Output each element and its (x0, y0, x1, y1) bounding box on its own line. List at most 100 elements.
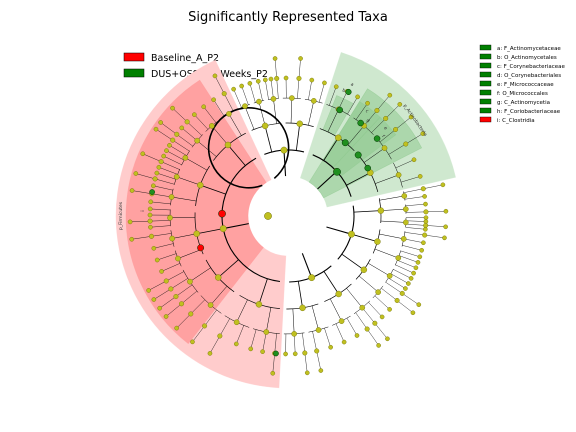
leaf-edge (250, 329, 257, 349)
c-label: c (364, 109, 369, 115)
leaf-node (423, 215, 429, 220)
actinomycetales-node (336, 106, 343, 114)
leaf-edge (400, 250, 420, 258)
phylum-edge (301, 253, 313, 278)
order-node (360, 266, 368, 273)
leaf-node (379, 314, 385, 320)
leaf-node (408, 276, 414, 281)
order-edge (380, 208, 406, 211)
order-node (215, 274, 222, 281)
order-edge (244, 106, 255, 130)
leaf-node (148, 199, 154, 205)
family-node (226, 111, 232, 117)
leaf-node (179, 125, 185, 131)
leaf-node (419, 247, 424, 253)
genus-node (217, 333, 223, 339)
leaf-node (422, 194, 427, 199)
leaf-node (154, 170, 160, 176)
leaf-node (304, 370, 310, 376)
family-node (187, 278, 193, 285)
taxa-swatch-h (479, 107, 492, 114)
figure-title: Significantly Represented Taxa (188, 10, 388, 25)
order-node (255, 301, 263, 308)
leaf-edge (150, 225, 171, 228)
leaf-node (387, 307, 392, 312)
leaf-edge (153, 185, 173, 191)
order-edge (177, 249, 202, 259)
taxa-label-f: f: O_Micrococcales (497, 91, 548, 97)
leaf-node (140, 151, 146, 157)
corynebacteriaceae-node (357, 119, 364, 127)
leaf-node (408, 114, 414, 120)
leaf-node (211, 97, 216, 103)
leaf-edge (355, 103, 368, 120)
leaf-edge (194, 114, 209, 130)
cladogram-nodes (127, 56, 449, 376)
leaf-node (174, 325, 179, 331)
leaf-edge (249, 83, 256, 103)
leaf-node (376, 343, 381, 348)
family-node (289, 95, 295, 101)
leaf-edge (308, 80, 313, 100)
leaf-edge (158, 167, 178, 175)
leaf-edge (203, 106, 217, 123)
genus-node (147, 218, 153, 224)
taxa-swatch-b (479, 53, 492, 60)
leaf-node (262, 77, 268, 83)
family-node (291, 331, 297, 337)
leaf-node (239, 83, 244, 89)
leaf-edge (405, 227, 426, 230)
family-node (270, 96, 277, 102)
leaf-edge (258, 81, 263, 101)
leaf-node (147, 206, 153, 212)
order-edge (379, 233, 404, 240)
leaf-node (207, 351, 213, 356)
leaf-node (158, 120, 163, 125)
order-edge (308, 100, 315, 126)
genus-node (302, 350, 308, 356)
class-edge (351, 233, 378, 243)
micrococcales-node (354, 151, 362, 159)
leaf-node (167, 143, 172, 148)
leaf-node (192, 112, 197, 117)
leaf-edge (262, 331, 267, 352)
family-node (315, 327, 322, 333)
leaf-edge (324, 328, 331, 348)
leaf-edge (390, 273, 409, 284)
leaf-node (272, 56, 278, 61)
order-edge (379, 195, 405, 201)
order-node (335, 134, 342, 141)
genus-node (173, 294, 179, 300)
firmicutes-label: p_Firmicutes (118, 201, 124, 230)
leaf-node (127, 219, 133, 225)
leaf-node (164, 148, 169, 153)
legend-label-baseline: Baseline_A_P2 (151, 53, 219, 64)
leaf-edge (368, 302, 383, 318)
leaf-node (231, 86, 236, 92)
leaf-node (333, 84, 339, 90)
family-node (233, 319, 240, 326)
f-label: f (380, 134, 386, 139)
order-edge (292, 308, 295, 334)
clostridia-sector (125, 79, 267, 345)
genus-node (393, 127, 399, 133)
family-node (381, 145, 388, 151)
leaf-node (298, 56, 303, 61)
leaf-node (212, 73, 218, 79)
b-label: b (341, 88, 346, 95)
d-label: d (365, 118, 371, 125)
family-node (256, 98, 262, 105)
leaf-edge (395, 159, 415, 169)
leaf-edge (400, 176, 421, 183)
leaf-edge (346, 318, 358, 336)
genus-node (149, 233, 155, 239)
leaf-node (163, 314, 169, 319)
order-edge (236, 299, 248, 323)
order-node (296, 120, 303, 127)
order-node (377, 207, 385, 214)
leaf-edge (335, 323, 345, 343)
genus-node (420, 186, 426, 192)
leaf-node (201, 104, 206, 110)
genus-node (374, 107, 380, 113)
order-node (193, 230, 200, 237)
